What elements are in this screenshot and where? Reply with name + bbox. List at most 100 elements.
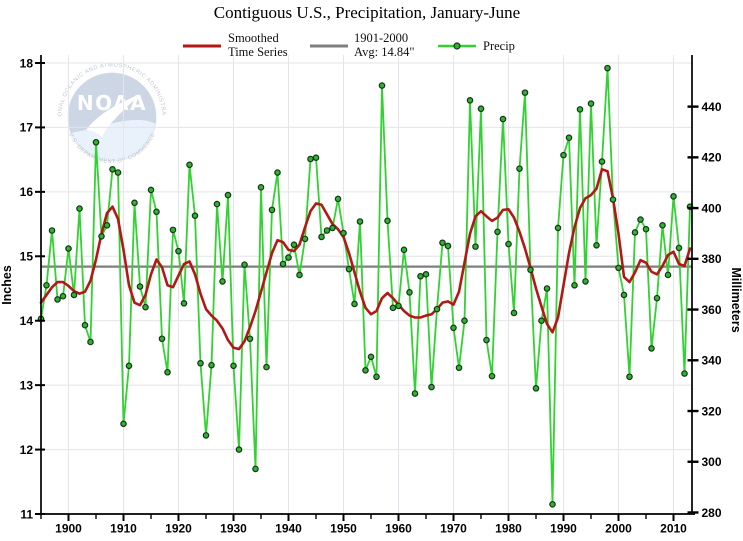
x-tick-label: 1930 bbox=[220, 522, 247, 536]
data-point bbox=[411, 390, 419, 397]
data-point bbox=[483, 336, 490, 344]
x-tick-label: 2000 bbox=[605, 522, 632, 536]
data-point bbox=[197, 359, 204, 367]
y-tick-label-left: 14 bbox=[20, 314, 34, 328]
data-point bbox=[653, 294, 661, 302]
data-point bbox=[670, 193, 677, 200]
data-point bbox=[120, 420, 127, 428]
data-point bbox=[477, 105, 485, 113]
data-point bbox=[367, 353, 375, 361]
data-point bbox=[659, 222, 666, 229]
data-point bbox=[158, 335, 166, 343]
data-point bbox=[70, 291, 78, 299]
y-tick-label-left: 13 bbox=[20, 378, 34, 392]
data-point bbox=[334, 195, 342, 203]
data-point bbox=[428, 383, 435, 391]
data-point bbox=[318, 233, 325, 241]
legend-smoothed-label-line2: Time Series bbox=[228, 45, 288, 59]
data-point bbox=[103, 222, 111, 229]
data-point bbox=[439, 239, 446, 247]
data-point bbox=[571, 281, 578, 289]
data-point bbox=[576, 106, 584, 113]
data-point bbox=[191, 212, 199, 219]
data-point bbox=[87, 338, 94, 346]
y-tick-label-right: 420 bbox=[702, 151, 722, 165]
y-tick-label-right: 380 bbox=[702, 252, 722, 266]
data-point bbox=[125, 362, 133, 370]
data-point bbox=[532, 385, 540, 392]
data-point bbox=[494, 228, 501, 236]
data-point bbox=[395, 302, 402, 310]
data-point bbox=[626, 373, 633, 381]
data-point bbox=[98, 233, 105, 240]
data-point bbox=[109, 165, 116, 173]
data-point bbox=[180, 300, 188, 307]
y-tick-label-left: 16 bbox=[20, 185, 34, 199]
data-point bbox=[560, 151, 567, 159]
legend-average-label-line1: 1901-2000 bbox=[354, 31, 408, 45]
y-tick-label-right: 300 bbox=[702, 455, 722, 469]
data-point bbox=[637, 216, 644, 223]
data-point bbox=[186, 161, 193, 169]
x-tick-label: 1940 bbox=[275, 522, 302, 536]
data-point bbox=[235, 446, 243, 453]
data-point bbox=[131, 199, 138, 207]
data-point bbox=[285, 254, 292, 261]
y-tick-label-right: 340 bbox=[702, 354, 722, 368]
data-point bbox=[675, 244, 683, 252]
data-point bbox=[417, 272, 424, 280]
data-point bbox=[329, 224, 336, 232]
legend-smoothed-label-line1: Smoothed bbox=[228, 31, 279, 45]
data-point bbox=[323, 227, 331, 234]
data-point bbox=[389, 304, 397, 312]
x-tick-label: 1920 bbox=[165, 522, 192, 536]
data-point bbox=[538, 317, 545, 325]
data-point bbox=[510, 309, 518, 317]
data-point bbox=[664, 271, 672, 279]
data-point bbox=[59, 292, 67, 300]
data-point bbox=[54, 296, 61, 303]
data-point bbox=[219, 278, 226, 285]
x-tick-label: 1990 bbox=[550, 522, 577, 536]
y-axis-label-left: Inches bbox=[0, 265, 14, 305]
y-tick-label-left: 11 bbox=[20, 507, 33, 521]
data-point bbox=[290, 241, 298, 248]
data-point bbox=[516, 165, 523, 172]
data-point bbox=[455, 364, 463, 372]
data-point bbox=[345, 265, 353, 273]
y-tick-label-left: 17 bbox=[20, 121, 34, 135]
data-point bbox=[615, 264, 622, 272]
data-point bbox=[230, 362, 237, 370]
data-point bbox=[444, 242, 452, 250]
smoothed-line bbox=[39, 167, 692, 351]
data-point bbox=[307, 155, 314, 163]
noaa-logo: NOAA NATIONAL OCEANIC AND ATMOSPHERIC AD… bbox=[0, 0, 169, 174]
data-point bbox=[169, 226, 177, 234]
x-tick-label: 1950 bbox=[330, 522, 357, 536]
data-point bbox=[378, 82, 386, 89]
y-tick-label-right: 400 bbox=[702, 201, 722, 215]
data-point bbox=[527, 266, 534, 274]
y-tick-label-right: 280 bbox=[702, 506, 722, 520]
data-point bbox=[593, 242, 600, 249]
data-point bbox=[362, 367, 369, 374]
data-point bbox=[620, 291, 628, 299]
data-point bbox=[241, 261, 248, 268]
data-point bbox=[202, 432, 210, 439]
data-point bbox=[461, 317, 468, 325]
data-point bbox=[565, 134, 573, 142]
data-point bbox=[81, 321, 89, 329]
y-tick-label-right: 320 bbox=[702, 404, 722, 418]
data-point bbox=[76, 205, 83, 212]
data-point bbox=[450, 324, 457, 332]
data-point bbox=[274, 169, 281, 176]
data-point bbox=[604, 64, 611, 72]
legend-precip-label: Precip bbox=[483, 39, 515, 53]
data-point bbox=[384, 217, 391, 225]
noaa-seagull-icon bbox=[86, 94, 140, 137]
y-tick-label-left: 15 bbox=[20, 250, 34, 264]
data-point bbox=[554, 224, 562, 232]
data-point bbox=[351, 300, 358, 308]
x-tick-label: 1900 bbox=[55, 522, 82, 536]
